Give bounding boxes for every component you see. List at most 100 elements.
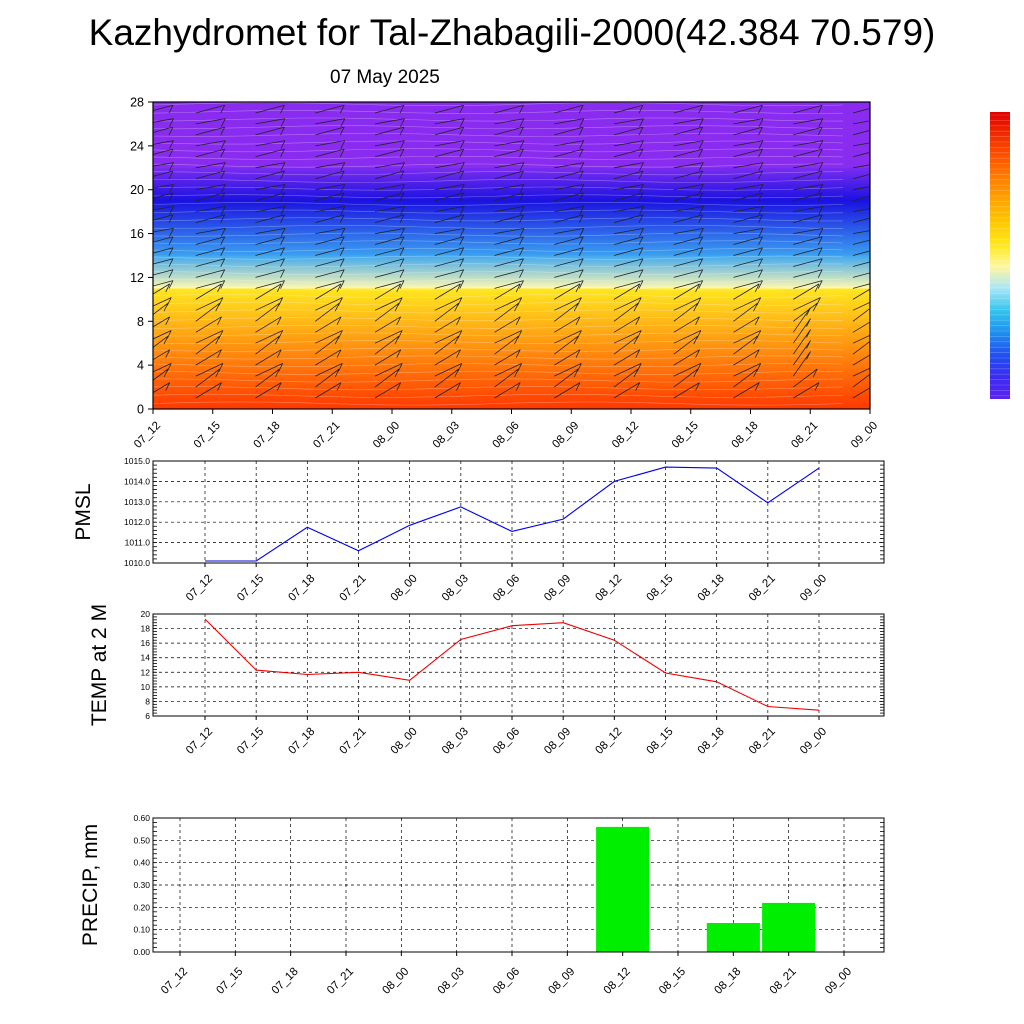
wind-barb	[613, 349, 640, 366]
wind-barb	[673, 148, 703, 158]
wind-barb	[793, 269, 823, 278]
wind-barb	[153, 330, 172, 340]
wind-barb	[255, 258, 285, 267]
wind-barb-flag	[220, 184, 226, 193]
wind-barb-flag	[578, 126, 584, 136]
wind-barb-flag	[459, 206, 465, 215]
wind-barb-flag	[575, 349, 581, 358]
contour-line	[153, 340, 844, 345]
wind-barb-flag	[519, 118, 525, 127]
wind-barb-flag	[397, 363, 403, 372]
wind-barb-flag	[878, 193, 882, 201]
wind-barb-flag	[165, 382, 171, 391]
wind-barb	[153, 316, 170, 328]
wind-barb-flag	[340, 206, 346, 215]
wind-barb-flag	[698, 140, 704, 149]
precip-bar	[706, 923, 760, 952]
wind-barb	[733, 126, 763, 136]
wind-barb-flag	[339, 236, 345, 245]
wind-barb-flag	[818, 206, 824, 215]
wind-barb	[673, 335, 698, 355]
wind-barb	[673, 206, 704, 212]
wind-barb-flag	[459, 162, 465, 171]
wind-barb-flag	[638, 258, 644, 267]
wind-barb	[852, 288, 870, 300]
wind-barb	[153, 162, 174, 167]
wind-barb	[554, 247, 584, 256]
wind-barb-flag	[758, 269, 763, 278]
wind-barb-flag	[817, 280, 823, 289]
wind-barb	[315, 297, 343, 311]
y-tick-label: 1014.0	[124, 476, 150, 486]
wind-barb-flag	[169, 184, 174, 193]
wind-barb	[793, 126, 823, 136]
wind-barb-flag	[695, 316, 700, 325]
wind-barb	[613, 283, 640, 300]
y-tick-label: 20	[130, 183, 144, 197]
x-tick-label: 08_21	[789, 420, 820, 451]
wind-barb-flag	[578, 236, 584, 245]
wind-barb	[673, 118, 704, 125]
wind-barb	[153, 283, 170, 295]
x-tick-label: 08_18	[730, 420, 761, 451]
wind-barb-flag	[758, 162, 764, 171]
wind-barb-flag	[579, 118, 585, 127]
wind-barb-flag	[756, 297, 762, 306]
wind-barb	[673, 104, 703, 114]
wind-barb	[494, 206, 525, 212]
wind-barb-flag	[638, 236, 644, 245]
wind-barb	[673, 258, 703, 267]
x-tick-label: 07_18	[270, 966, 301, 997]
wind-barb-flag	[336, 316, 342, 325]
wind-barb-flag	[280, 247, 285, 256]
wind-barb	[315, 363, 343, 377]
wind-barb	[374, 228, 405, 234]
wind-barb-flag	[698, 192, 704, 202]
wind-barb	[673, 382, 700, 399]
wind-barb	[793, 236, 823, 245]
wind-barb-flag	[695, 349, 700, 358]
forecast-date: 07 May 2025	[330, 67, 440, 88]
y-tick-label: 0.60	[133, 813, 150, 823]
y-tick-label: 18	[141, 624, 151, 634]
wind-barb	[195, 283, 222, 300]
wind-barb	[195, 192, 225, 202]
wind-barb-flag	[399, 126, 405, 136]
wind-barb-flag	[220, 206, 226, 215]
wind-barb-flag	[639, 118, 644, 127]
wind-barb	[434, 283, 461, 300]
wind-barb	[613, 104, 644, 114]
wind-barb	[434, 162, 465, 169]
wind-barb	[613, 363, 642, 377]
wind-barb-flag	[698, 236, 704, 245]
wind-barb-flag	[400, 184, 405, 193]
wind-barb	[792, 329, 811, 355]
wind-barb-flag	[459, 236, 465, 245]
contour-line	[153, 217, 843, 222]
wind-barb-flag	[220, 192, 226, 202]
wind-barb	[613, 236, 644, 245]
wind-barb-flag	[396, 316, 402, 325]
wind-barb	[434, 140, 465, 147]
wind-barb	[255, 228, 286, 234]
wind-barb	[554, 148, 584, 158]
wind-barb	[852, 120, 870, 125]
x-tick-label: 08_00	[389, 573, 420, 604]
wind-barb-flag	[169, 162, 174, 171]
contour-line	[153, 125, 844, 130]
profile-field	[153, 102, 870, 409]
wind-barb	[852, 250, 870, 256]
wind-barb-flag	[519, 192, 524, 202]
wind-barb	[153, 104, 174, 111]
wind-barb	[374, 192, 405, 202]
wind-barb	[733, 228, 764, 234]
wind-barb-flag	[400, 140, 405, 149]
y-tick-label: 14	[141, 653, 151, 663]
wind-barb-flag	[459, 148, 465, 158]
wind-barb-flag	[698, 162, 704, 171]
temp-chart: 6 8 10 12 14 16 18 20 07_12 07_15 07_18 07_21 08_00 0…	[88, 604, 885, 757]
wind-barb	[374, 126, 405, 136]
x-tick-label: 07_15	[235, 726, 266, 757]
wind-barb	[255, 170, 285, 180]
wind-barb-flag	[217, 349, 222, 358]
